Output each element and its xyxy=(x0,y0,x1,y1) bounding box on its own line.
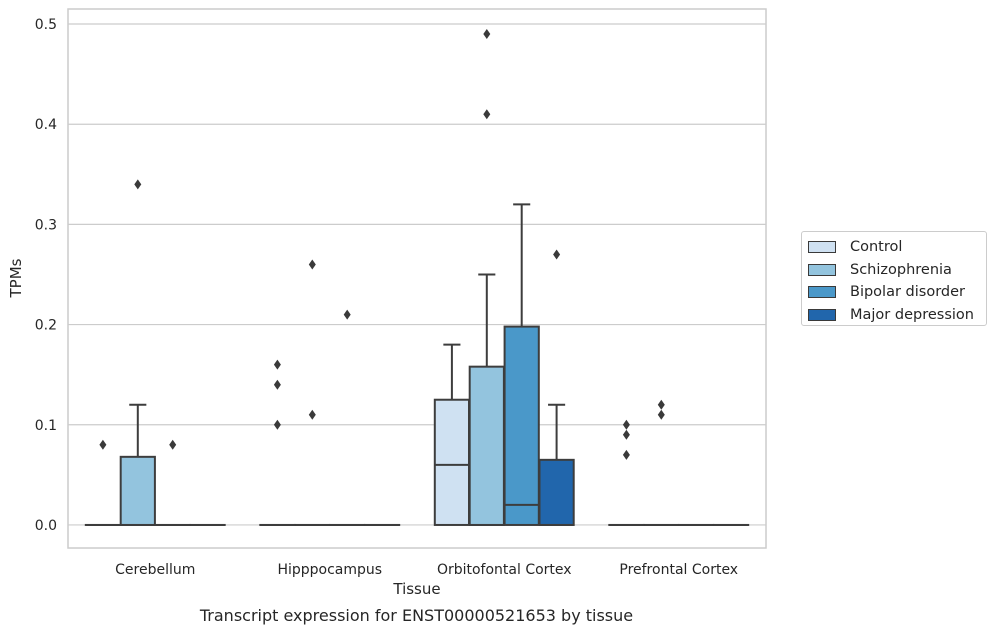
box-0-2 xyxy=(154,439,191,526)
box-body xyxy=(503,325,540,526)
outlier-point xyxy=(343,309,351,320)
box-2-1 xyxy=(468,29,505,526)
legend-label: Major depression xyxy=(850,306,974,323)
x-tick-label: Cerebellum xyxy=(115,562,195,578)
box-0-1 xyxy=(119,179,156,526)
outlier-point xyxy=(308,409,316,420)
legend-item: Major depression xyxy=(808,304,980,327)
outlier-point xyxy=(273,359,281,370)
y-tick-labels: 0.0 0.1 0.2 0.3 0.4 0.5 xyxy=(35,17,57,534)
y-tick-label: 0.3 xyxy=(35,217,57,233)
x-tick-labels: Cerebellum Hipppocampus Orbitofontal Corte… xyxy=(115,562,738,578)
outlier-point xyxy=(622,419,630,430)
outlier-point xyxy=(483,29,491,40)
legend-item: Control xyxy=(808,236,980,259)
outlier-point xyxy=(273,419,281,430)
x-tick-label: Orbitofontal Cortex xyxy=(437,562,572,578)
y-tick-label: 0.2 xyxy=(35,318,57,334)
legend-swatch xyxy=(808,241,836,254)
y-tick-label: 0.1 xyxy=(35,418,57,434)
outlier-point xyxy=(657,399,665,410)
outlier-point xyxy=(553,249,561,260)
legend-swatch xyxy=(808,308,836,321)
box-3-1 xyxy=(643,399,680,526)
outlier-point xyxy=(99,439,107,450)
outlier-point xyxy=(622,449,630,460)
box-body xyxy=(468,365,505,526)
box-2-3 xyxy=(538,249,575,526)
outlier-point xyxy=(134,179,142,190)
legend-swatch xyxy=(808,286,836,299)
y-tick-label: 0.5 xyxy=(35,17,57,33)
legend-label: Bipolar disorder xyxy=(850,284,965,301)
box-marks xyxy=(84,29,750,526)
x-axis-label: Tissue xyxy=(392,580,440,598)
box-0-0 xyxy=(84,439,122,526)
gridlines xyxy=(68,23,766,526)
plot-area-frame xyxy=(67,8,767,549)
box-2-0 xyxy=(433,343,471,526)
y-tick-label: 0.0 xyxy=(35,518,57,534)
box-3-0 xyxy=(608,419,645,526)
x-tick-label: Prefrontal Cortex xyxy=(619,562,738,578)
box-body xyxy=(119,455,156,526)
outlier-point xyxy=(657,409,665,420)
outlier-point xyxy=(273,379,281,390)
legend-item: Bipolar disorder xyxy=(808,281,980,304)
legend: Control Schizophrenia Bipolar disorder Majo… xyxy=(801,231,987,326)
box-1-0 xyxy=(259,359,296,526)
box-1-1 xyxy=(294,259,331,526)
legend-item: Schizophrenia xyxy=(808,259,980,282)
box-body xyxy=(538,458,575,526)
outlier-point xyxy=(483,109,491,120)
outlier-point xyxy=(622,429,630,440)
chart-caption: Transcript expression for ENST0000052165… xyxy=(199,606,634,625)
x-tick-label: Hipppocampus xyxy=(277,562,382,578)
box-1-2 xyxy=(329,309,366,526)
box-body xyxy=(433,398,471,526)
y-tick-label: 0.4 xyxy=(35,117,57,133)
legend-label: Control xyxy=(850,239,903,256)
outlier-point xyxy=(169,439,177,450)
legend-label: Schizophrenia xyxy=(850,261,952,278)
outlier-point xyxy=(308,259,316,270)
legend-swatch xyxy=(808,263,836,276)
y-axis-label: TPMs xyxy=(7,258,25,298)
box-2-2 xyxy=(503,203,540,526)
